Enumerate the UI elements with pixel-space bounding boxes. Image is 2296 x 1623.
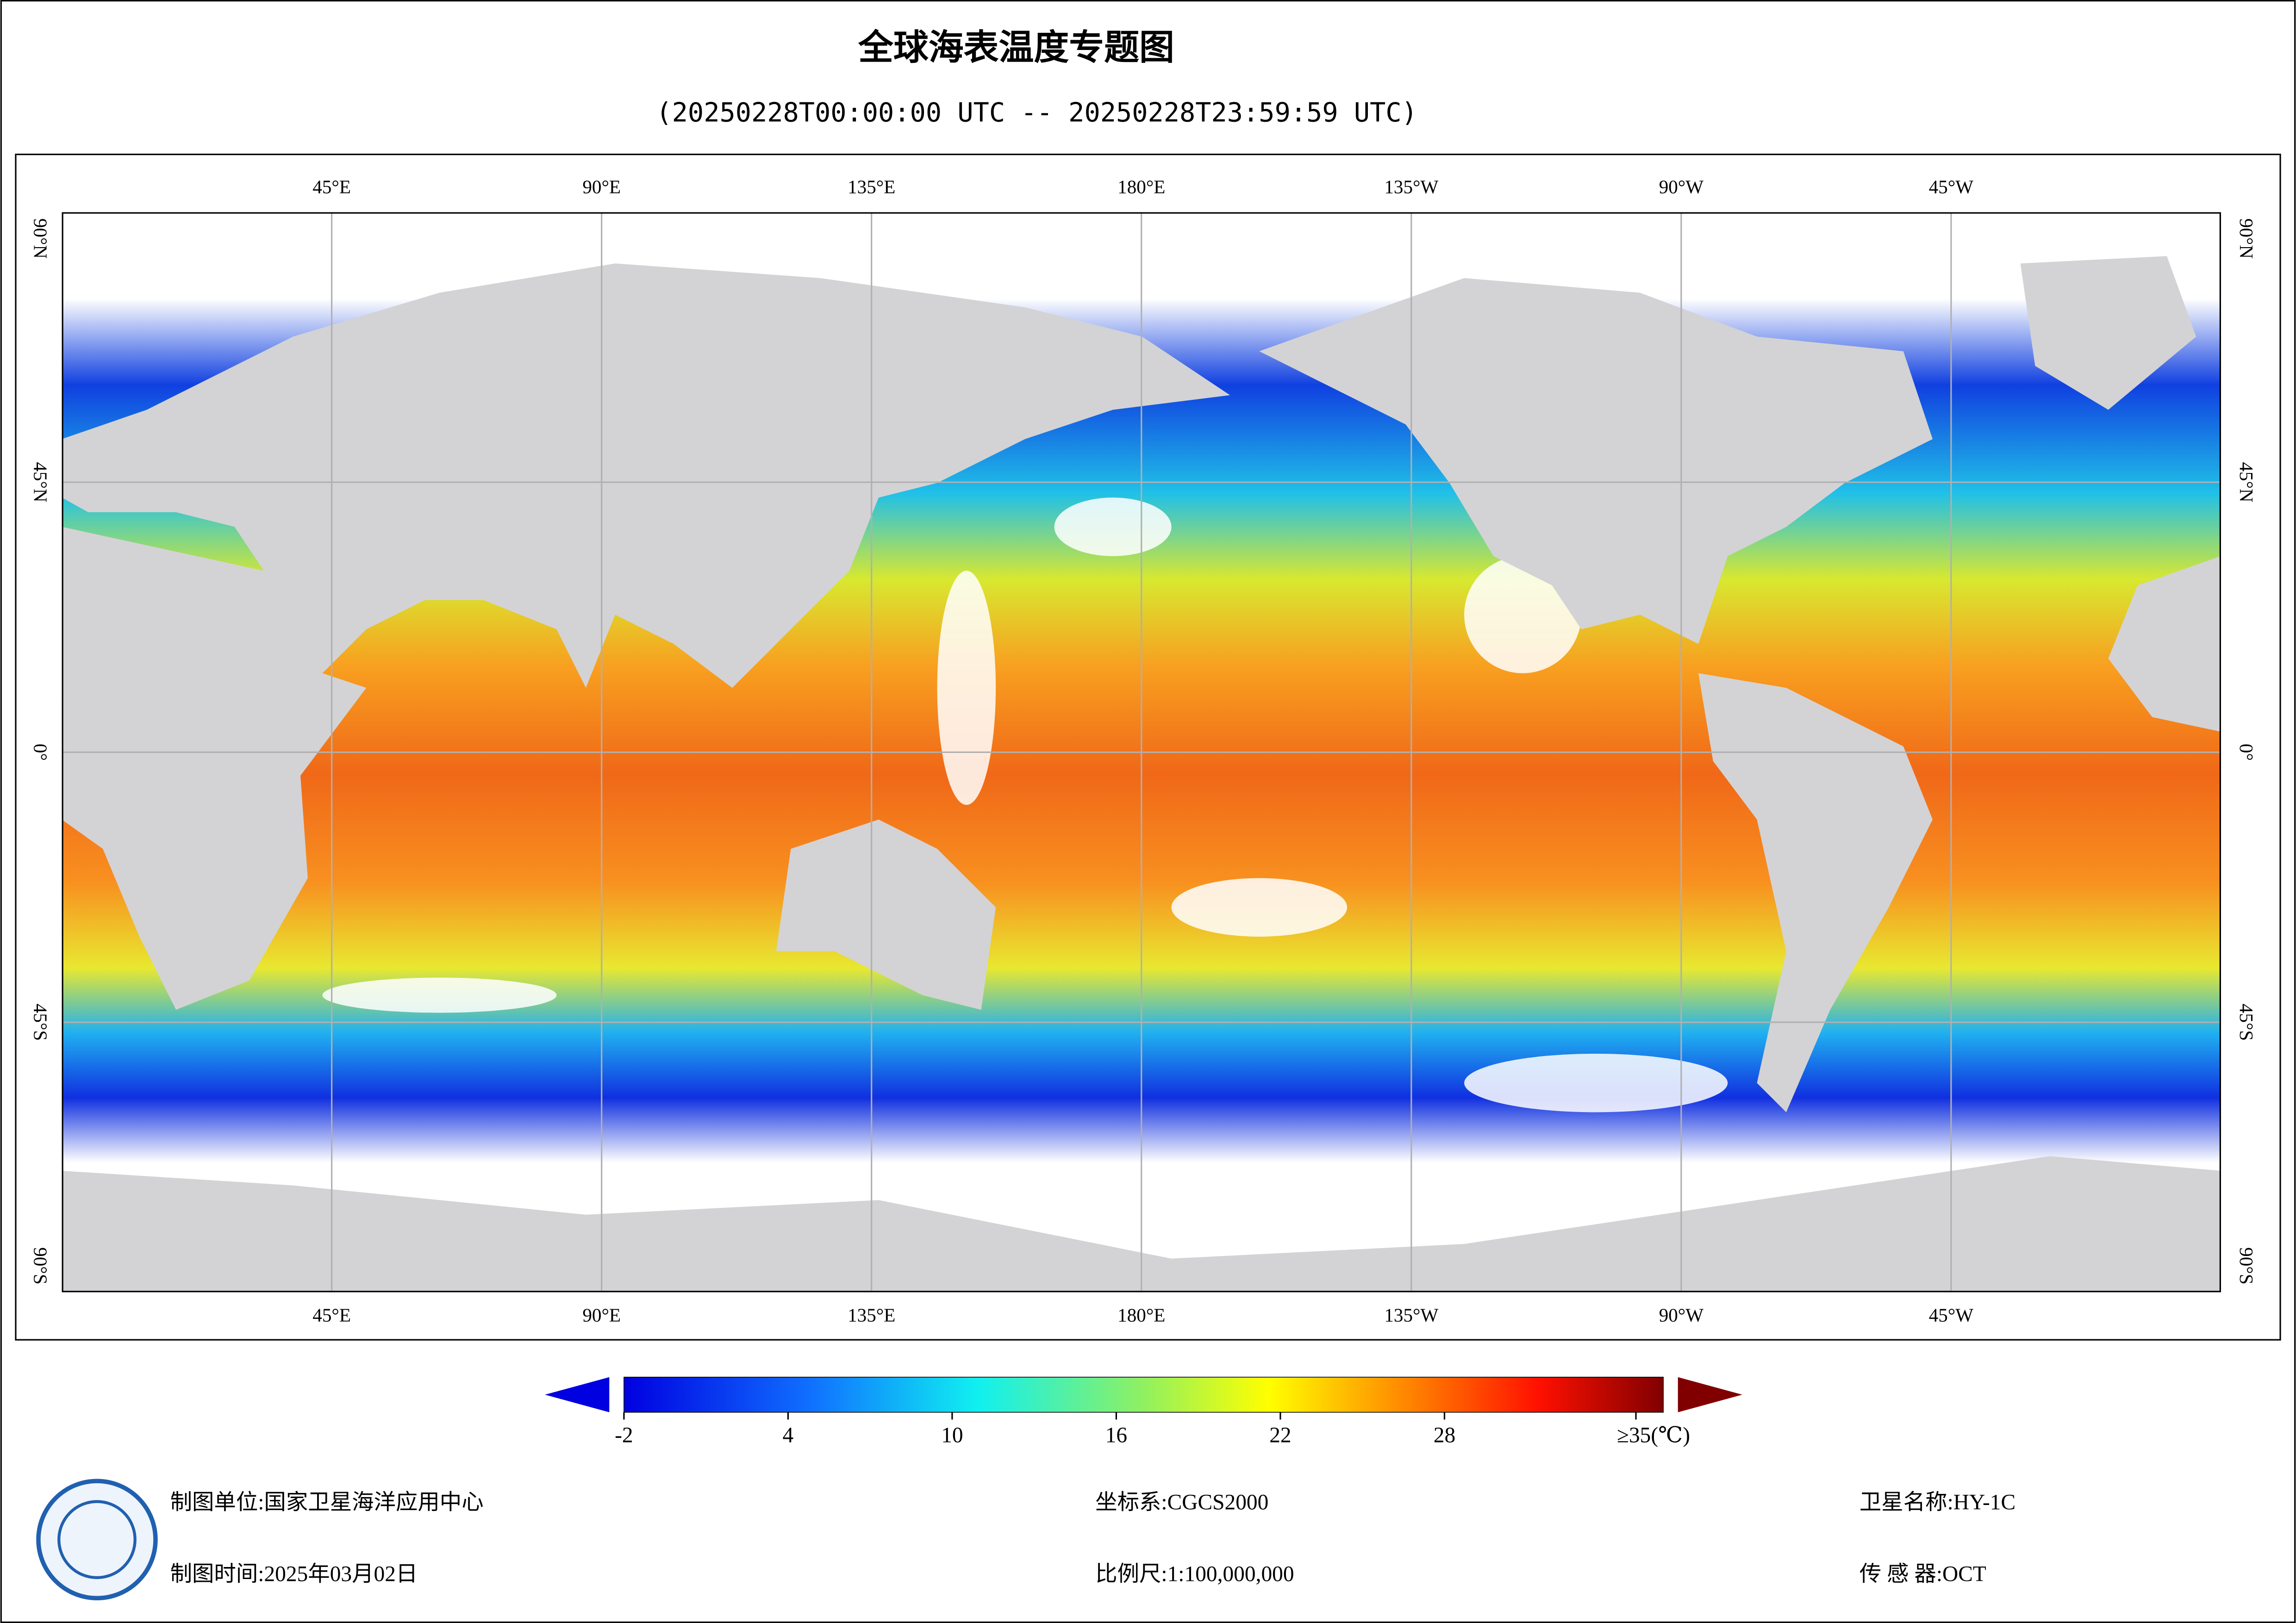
y-tick-label: 90°S	[2236, 1247, 2257, 1284]
footer-crs: 坐标系:CGCS2000	[1095, 1491, 1268, 1515]
x-tick-label: 45°E	[312, 176, 351, 197]
colorbar-tick-label: ≥35(℃)	[1617, 1423, 1690, 1447]
map-frame	[15, 154, 2281, 1341]
footer-unit: 制图单位:国家卫星海洋应用中心	[170, 1491, 484, 1515]
y-tick-label: 45°S	[30, 1004, 51, 1041]
x-tick-label: 90°E	[582, 1305, 621, 1326]
colorbar-tick-label: 22	[1269, 1423, 1291, 1447]
colorbar-min-arrow	[545, 1377, 610, 1412]
colorbar-tick-label: 28	[1434, 1423, 1455, 1447]
logo-inner	[57, 1500, 137, 1579]
x-tick-label: 90°W	[1659, 1305, 1704, 1326]
map-border	[62, 212, 2221, 1293]
x-tick-label: 135°W	[1384, 176, 1438, 197]
colorbar-max-arrow	[1678, 1377, 1742, 1412]
footer-satellite: 卫星名称:HY-1C	[1859, 1491, 2015, 1515]
x-tick-label: 45°W	[1929, 176, 1974, 197]
y-tick-label: 0°	[30, 744, 51, 761]
x-tick-label: 135°E	[848, 1305, 895, 1326]
y-tick-label: 45°S	[2236, 1004, 2257, 1041]
x-tick-label: 180°E	[1117, 1305, 1165, 1326]
x-tick-label: 45°W	[1929, 1305, 1974, 1326]
colorbar-tick-label: -2	[615, 1423, 633, 1447]
x-tick-label: 90°W	[1659, 176, 1704, 197]
colorbar-tick-label: 4	[783, 1423, 794, 1447]
subtitle: (20250228T00:00:00 UTC -- 20250228T23:59…	[656, 97, 1417, 128]
y-tick-label: 90°S	[30, 1247, 51, 1284]
footer-scale: 比例尺:1:100,000,000	[1095, 1562, 1294, 1586]
footer-date: 制图时间:2025年03月02日	[170, 1562, 418, 1586]
x-tick-label: 135°W	[1384, 1305, 1438, 1326]
footer: 制图单位:国家卫星海洋应用中心 制图时间:2025年03月02日 坐标系:CGC…	[170, 1491, 2016, 1586]
x-tick-label: 45°E	[312, 1305, 351, 1326]
colorbar-tick-label: 10	[941, 1423, 963, 1447]
colorbar-tick-label: 16	[1105, 1423, 1127, 1447]
y-tick-label: 45°N	[2236, 462, 2257, 502]
y-tick-label: 45°N	[30, 462, 51, 502]
x-tick-label: 135°E	[848, 176, 895, 197]
x-tick-label: 90°E	[582, 176, 621, 197]
y-tick-label: 0°	[2236, 744, 2257, 761]
x-tick-label: 180°E	[1117, 176, 1165, 197]
y-tick-label: 90°N	[30, 218, 51, 259]
logo	[36, 1479, 158, 1600]
footer-sensor: 传 感 器:OCT	[1859, 1562, 1986, 1586]
map	[62, 212, 2221, 1293]
colorbar	[624, 1376, 1664, 1413]
title: 全球海表温度专题图	[858, 27, 1174, 68]
y-tick-label: 90°N	[2236, 218, 2257, 259]
